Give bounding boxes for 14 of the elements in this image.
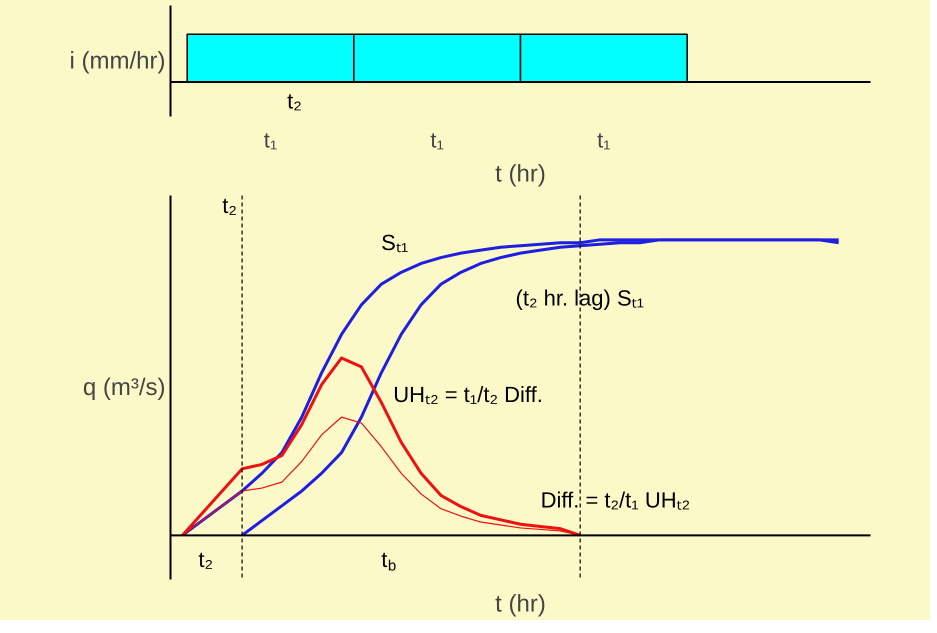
text: t₂ (287, 88, 302, 114)
text: t₂ (222, 193, 237, 218)
series-label: Sₜ₁ (381, 230, 408, 255)
x-axis-title: t (hr) (495, 590, 546, 618)
series-label: (t₂ hr. lag) Sₜ₁ (516, 286, 644, 311)
y-axis-title: q (m³/s) (82, 374, 166, 401)
x-tick-label: t₁ (430, 128, 444, 152)
y-axis-title: i (mm/hr) (70, 48, 166, 74)
x-tick-label: t₁ (264, 128, 278, 152)
x-tick-label: t₁ (597, 128, 611, 152)
text: t₂ (198, 547, 213, 572)
series-label: Diff. = t₂/t₁ UHₜ₂ (540, 487, 690, 512)
series-label: UHₜ₂ = t₁/t₂ Diff. (393, 382, 543, 407)
x-axis-title: t (hr) (495, 160, 546, 188)
